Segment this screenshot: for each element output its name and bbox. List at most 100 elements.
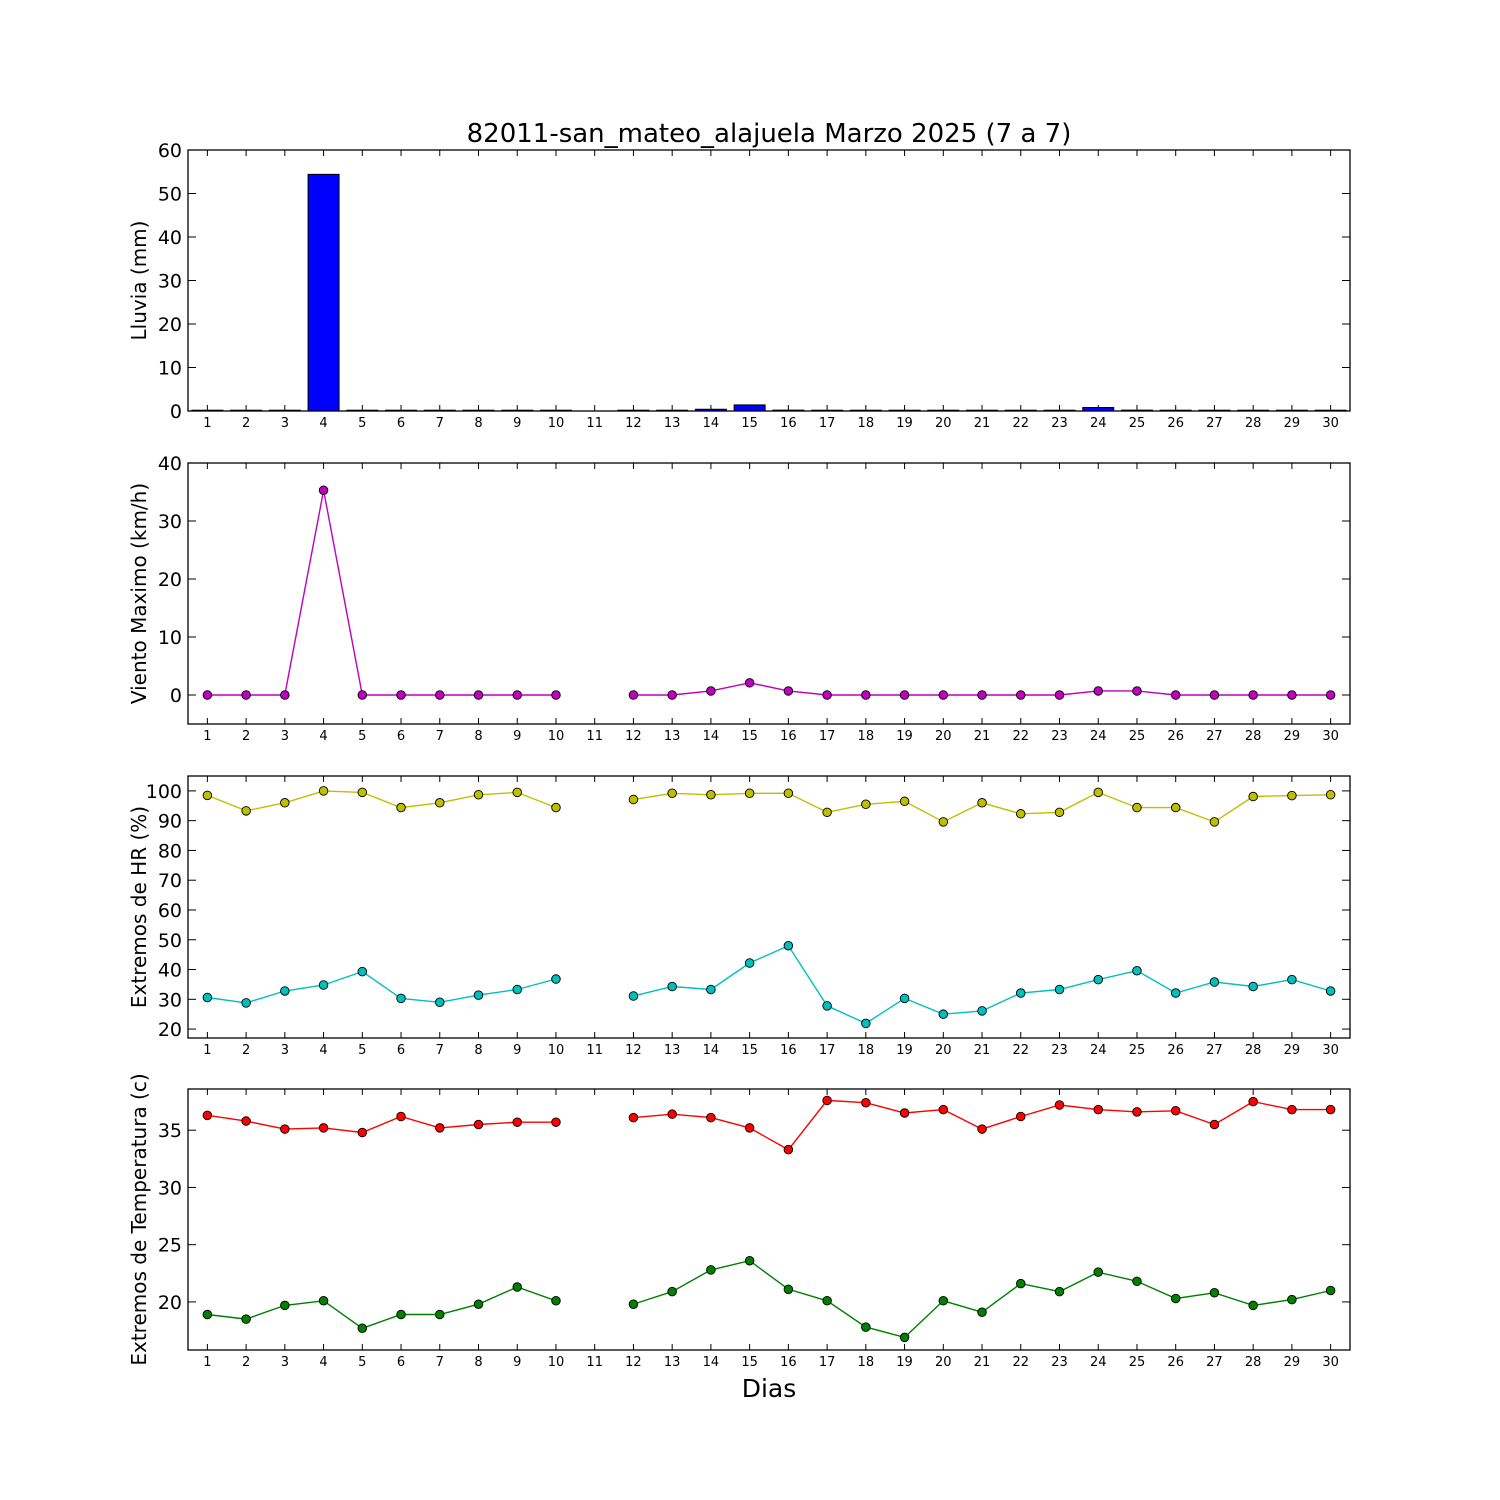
rain-bar	[966, 409, 999, 412]
x-tick-label: 29	[1284, 1355, 1301, 1370]
data-point	[280, 1300, 290, 1311]
rain-bar	[1198, 409, 1231, 412]
x-tick-label: 2	[242, 1355, 250, 1370]
series-line-2	[633, 1259, 1331, 1339]
data-point	[1325, 986, 1336, 996]
data-point	[1170, 1105, 1181, 1116]
data-point	[1248, 1300, 1258, 1311]
data-point	[512, 1282, 522, 1292]
rain-bar	[1043, 409, 1076, 412]
x-tick-label: 14	[703, 416, 720, 431]
data-point	[551, 1117, 561, 1127]
data-point	[899, 690, 910, 700]
series-line-1	[207, 790, 557, 812]
series-line-2	[207, 1286, 557, 1330]
rain-bar	[307, 173, 340, 412]
x-tick-label: 16	[780, 1355, 797, 1370]
rain-bar	[462, 409, 495, 412]
data-point	[706, 686, 716, 696]
y-tick-label: 0	[170, 685, 182, 707]
data-point	[822, 1296, 832, 1306]
x-tick-label: 10	[548, 416, 565, 431]
x-tick-label: 27	[1206, 729, 1223, 744]
data-point	[1132, 686, 1142, 696]
x-tick-label: 8	[474, 416, 482, 431]
x-tick-label: 26	[1167, 1043, 1184, 1058]
data-point	[977, 1307, 987, 1317]
data-point	[1093, 686, 1103, 696]
x-tick-label: 26	[1167, 729, 1184, 744]
x-tick-label: 9	[513, 416, 521, 431]
data-point	[241, 806, 251, 816]
data-point	[1287, 1294, 1297, 1305]
data-point	[1170, 690, 1181, 700]
x-tick-label: 28	[1245, 1043, 1262, 1058]
data-point	[1209, 690, 1220, 700]
series-line-1	[207, 490, 556, 696]
data-point	[1325, 1285, 1336, 1296]
x-tick-label: 18	[858, 1043, 875, 1058]
x-tick-label: 18	[858, 729, 875, 744]
data-point	[512, 690, 522, 700]
x-tick-label: 22	[1012, 1043, 1029, 1058]
x-tick-label: 6	[397, 1355, 405, 1370]
x-tick-label: 24	[1090, 729, 1107, 744]
data-point	[1054, 1286, 1065, 1297]
data-point	[938, 817, 949, 827]
data-point	[435, 997, 445, 1008]
data-point	[396, 1309, 406, 1320]
data-point	[1016, 1111, 1026, 1122]
data-point	[861, 1322, 871, 1332]
rain-bar	[1120, 409, 1153, 412]
data-point	[1170, 1293, 1181, 1304]
data-point	[396, 690, 406, 700]
data-point	[1054, 690, 1065, 700]
data-point	[1016, 1278, 1026, 1289]
x-tick-label: 12	[625, 416, 642, 431]
data-point	[202, 992, 213, 1003]
y-tick-label: 10	[158, 358, 182, 380]
data-point	[551, 1296, 561, 1306]
y-tick-label: 20	[158, 1292, 182, 1314]
data-point	[628, 1112, 639, 1123]
rain-bar	[1082, 407, 1115, 412]
rain-bar	[772, 409, 805, 412]
x-tick-label: 4	[319, 1043, 327, 1058]
rain-bar	[1237, 409, 1270, 412]
data-point	[938, 1104, 949, 1115]
y-tick-label: 70	[158, 870, 182, 892]
x-tick-label: 10	[548, 1043, 565, 1058]
data-point	[822, 1001, 832, 1011]
data-point	[783, 940, 794, 951]
data-point	[1054, 1100, 1065, 1110]
rain-bar	[656, 409, 689, 412]
x-tick-label: 25	[1129, 729, 1146, 744]
data-point	[628, 1299, 639, 1309]
x-tick-label: 28	[1245, 416, 1262, 431]
data-point	[1170, 988, 1181, 998]
x-tick-label: 23	[1051, 1043, 1068, 1058]
data-point	[667, 690, 677, 700]
data-point	[1054, 807, 1065, 818]
data-point	[899, 1108, 910, 1118]
rain-bar	[617, 409, 650, 412]
data-point	[1325, 790, 1336, 800]
data-point	[822, 1095, 832, 1106]
x-tick-label: 12	[625, 1355, 642, 1370]
rain-bar	[385, 409, 418, 412]
x-tick-label: 26	[1167, 416, 1184, 431]
data-point	[202, 1309, 213, 1320]
data-point	[241, 1116, 251, 1126]
x-tick-label: 26	[1167, 1355, 1184, 1370]
data-point	[706, 790, 716, 800]
x-tick-label: 15	[741, 1355, 758, 1370]
x-tick-label: 16	[780, 416, 797, 431]
x-tick-label: 14	[703, 729, 720, 744]
data-point	[396, 993, 406, 1004]
rain-bar	[268, 409, 301, 412]
x-tick-label: 27	[1206, 416, 1223, 431]
data-point	[435, 798, 445, 808]
data-point	[1132, 965, 1142, 976]
